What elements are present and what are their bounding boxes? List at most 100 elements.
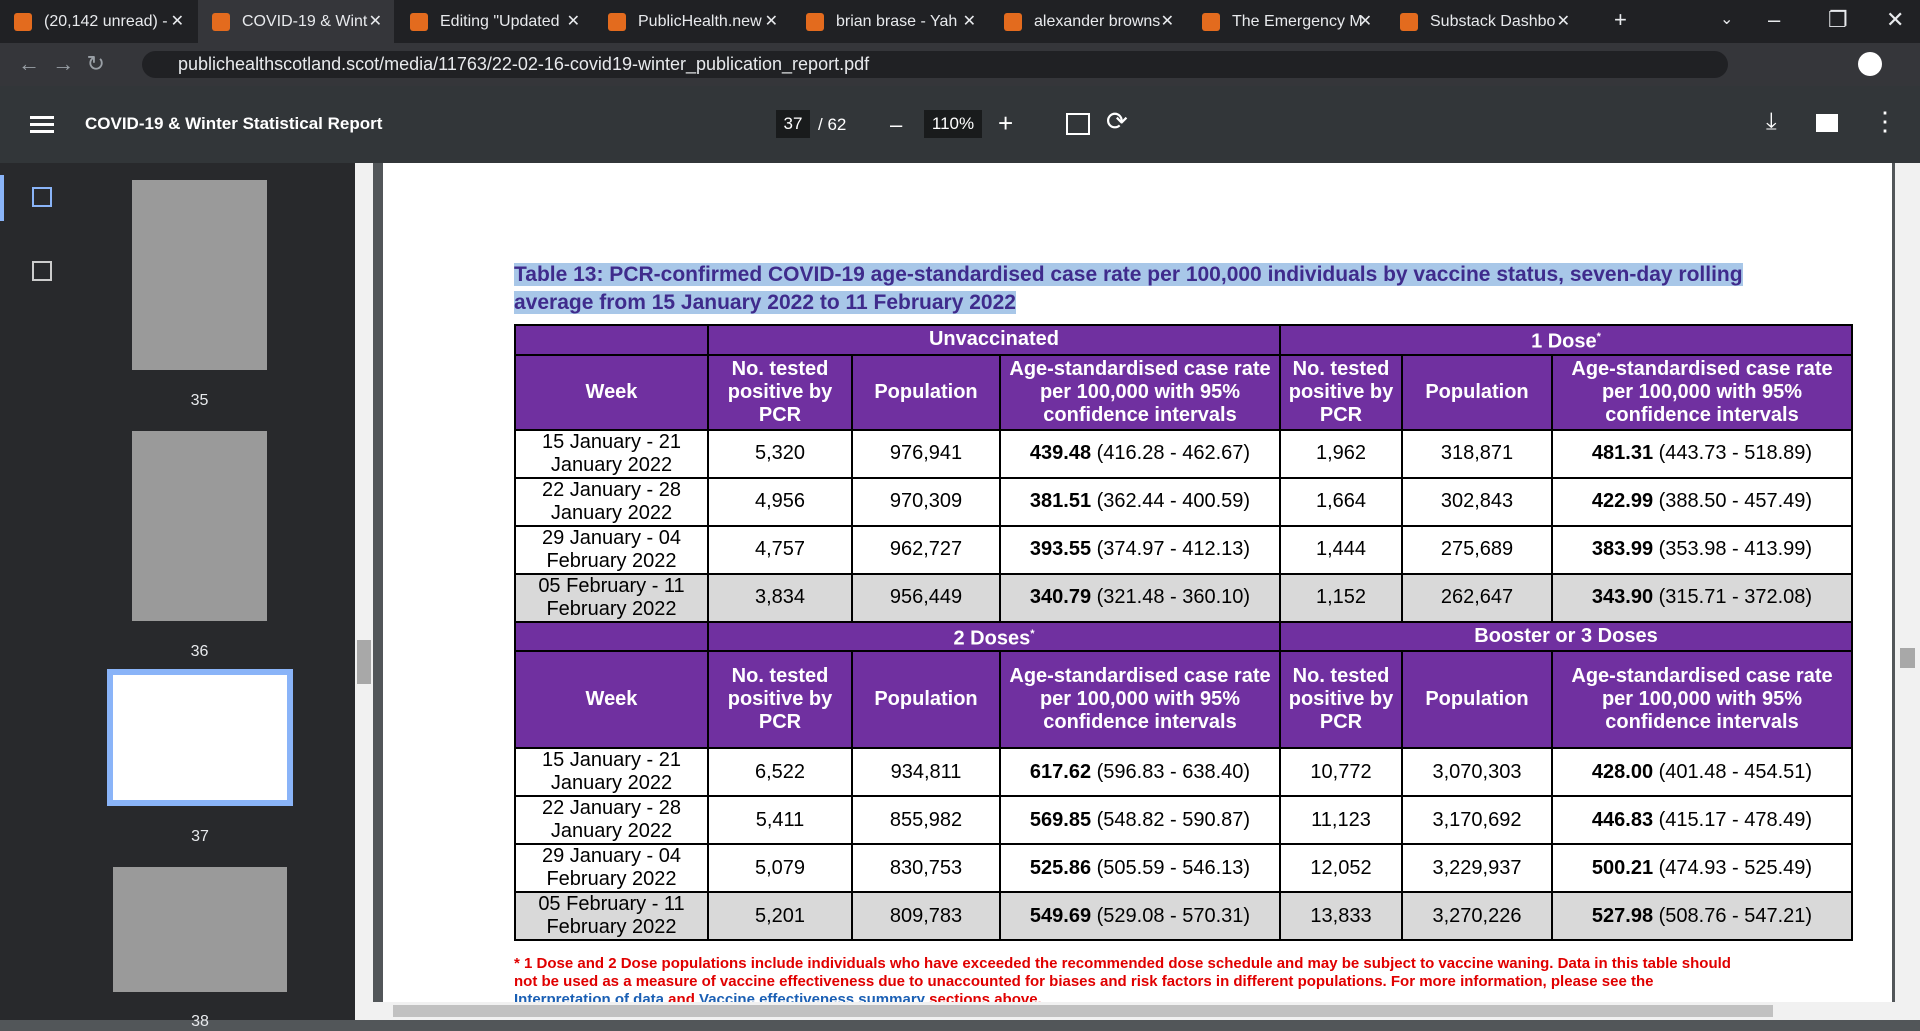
page-scrollbar[interactable]	[1895, 163, 1920, 1020]
tab[interactable]: alexander browns ✕	[990, 0, 1186, 43]
tab-bar: (20,142 unread) - ✕ COVID-19 & Wint ✕ Editin…	[0, 0, 1920, 43]
link[interactable]: Vaccine effectiveness summary	[699, 991, 925, 1002]
page-thumbnail[interactable]	[107, 669, 293, 806]
confidence-interval: (415.17 - 478.49)	[1658, 808, 1813, 831]
column-header: No. tested positive by PCR	[1279, 650, 1403, 750]
data-row: 22 January - 28 January 2022 4,956 970,309…	[514, 476, 1853, 527]
column-header: Week	[514, 353, 709, 431]
tab[interactable]: The Emergency M ✕	[1188, 0, 1384, 43]
cell: 12,052	[1279, 843, 1403, 894]
tab-icon	[14, 13, 32, 31]
rate: 446.83	[1591, 808, 1654, 831]
tab-label: COVID-19 & Wint	[242, 13, 368, 30]
column-header: Population	[1401, 650, 1553, 750]
cell: 262,647	[1401, 572, 1553, 623]
header-row: Week No. tested positive by PCR Population…	[514, 353, 1853, 431]
cell: 3,270,226	[1401, 891, 1553, 942]
tab[interactable]: (20,142 unread) - ✕	[0, 0, 196, 43]
cell: 302,843	[1401, 476, 1553, 527]
cell: 5,320	[707, 428, 853, 479]
print-icon[interactable]	[1816, 114, 1838, 132]
pdf-toolbar: COVID-19 & Winter Statistical Report 37 …	[0, 86, 1920, 163]
tab[interactable]: COVID-19 & Wint ✕	[198, 0, 394, 43]
link[interactable]: Interpretation of data	[514, 991, 665, 1002]
cell: 830,753	[851, 843, 1001, 894]
footnote-text: and	[664, 991, 700, 1002]
cell: 4,956	[707, 476, 853, 527]
url[interactable]: publichealthscotland.scot/media/11763/22…	[142, 51, 1728, 78]
cell: 569.85 (548.82 - 590.87)	[999, 795, 1281, 846]
tab-label: Substack Dashbo	[1430, 13, 1556, 30]
confidence-interval: (474.93 - 525.49)	[1658, 856, 1813, 879]
column-header: Population	[1401, 353, 1553, 431]
rate: 481.31	[1591, 442, 1654, 465]
tab[interactable]: PublicHealth.new ✕	[594, 0, 790, 43]
page-number: 36	[190, 643, 209, 660]
sidebar-scrollbar[interactable]	[355, 163, 373, 1020]
page-count: / 62	[818, 115, 847, 134]
cell: 1,962	[1279, 428, 1403, 479]
cell: 446.83 (415.17 - 478.49)	[1551, 795, 1853, 846]
page-input[interactable]: 37	[776, 110, 810, 138]
data-row: 15 January - 21 January 2022 5,320 976,941…	[514, 428, 1853, 479]
pdf-page: Table 13: PCR-confirmed COVID-19 age-sta…	[383, 163, 1892, 1002]
more-icon[interactable]: ⋮	[1872, 106, 1898, 136]
outline-icon[interactable]	[32, 261, 52, 281]
rotate-icon[interactable]: ⟳	[1106, 106, 1128, 136]
zoom-out[interactable]: –	[890, 112, 903, 137]
zoom-in[interactable]: +	[998, 108, 1014, 138]
tab[interactable]: brian brase - Yah ✕	[792, 0, 988, 43]
confidence-interval: (388.50 - 457.49)	[1658, 490, 1813, 513]
cell: 962,727	[851, 524, 1001, 575]
download-icon[interactable]: ⤓	[1766, 108, 1777, 135]
page-number: 37	[191, 828, 209, 845]
cell: 393.55 (374.97 - 412.13)	[999, 524, 1281, 575]
cell: 976,941	[851, 428, 1001, 479]
cell: 343.90 (315.71 - 372.08)	[1551, 572, 1853, 623]
cell: 22 January - 28 January 2022	[514, 476, 709, 527]
doc-title: COVID-19 & Winter Statistical Report	[85, 114, 383, 133]
cell: 381.51 (362.44 - 400.59)	[999, 476, 1281, 527]
group-label: Booster or 3 Doses	[1474, 624, 1658, 647]
address-bar: ← → ↻ publichealthscotland.scot/media/11…	[0, 43, 1920, 86]
zoom-input[interactable]: 110%	[924, 110, 982, 138]
tab-label: alexander browns	[1034, 13, 1161, 30]
cell: 1,152	[1279, 572, 1403, 623]
column-header: Age-standardised case rate per 100,000 w…	[1551, 353, 1853, 431]
page-number: 35	[190, 392, 209, 409]
page-thumbnail[interactable]	[132, 431, 267, 621]
rate: 343.90	[1591, 586, 1654, 609]
group-label: Unvaccinated	[928, 328, 1060, 351]
group-spacer	[514, 620, 709, 653]
rate: 393.55	[1029, 538, 1092, 561]
tab-icon	[806, 13, 824, 31]
menu-icon[interactable]	[30, 115, 54, 135]
group-row: Unvaccinated 1 Dose*	[514, 324, 1853, 356]
cell: 10,772	[1279, 747, 1403, 798]
confidence-interval: (529.08 - 570.31)	[1096, 904, 1251, 927]
confidence-interval: (374.97 - 412.13)	[1096, 538, 1251, 561]
note-mark: *	[1030, 627, 1035, 640]
cell: 855,982	[851, 795, 1001, 846]
confidence-interval: (548.82 - 590.87)	[1096, 808, 1251, 831]
horizontal-scrollbar[interactable]	[373, 1002, 1895, 1020]
rate: 383.99	[1591, 538, 1654, 561]
tab[interactable]: Editing "Updated ✕	[396, 0, 592, 43]
cell: 15 January - 21 January 2022	[514, 428, 709, 479]
rate: 527.98	[1591, 904, 1654, 927]
tab-close: ✕	[1358, 13, 1372, 30]
cell: 970,309	[851, 476, 1001, 527]
nav-buttons[interactable]: ← → ↻	[18, 51, 105, 76]
cell: 3,229,937	[1401, 843, 1553, 894]
active-indicator	[0, 175, 4, 221]
thumbnails-icon[interactable]	[32, 187, 52, 207]
profile[interactable]	[1858, 52, 1882, 76]
tab[interactable]: Substack Dashbo ✕	[1386, 0, 1582, 43]
confidence-interval: (416.28 - 462.67)	[1096, 442, 1251, 465]
group-label: 1 Dose	[1531, 330, 1597, 353]
data-row: 05 February - 11 February 2022 3,834 956,4…	[514, 572, 1853, 623]
page-thumbnail[interactable]	[132, 180, 267, 370]
tab-close: ✕	[170, 13, 184, 30]
page-thumbnail[interactable]	[113, 867, 287, 992]
fit-icon[interactable]	[1066, 113, 1090, 135]
